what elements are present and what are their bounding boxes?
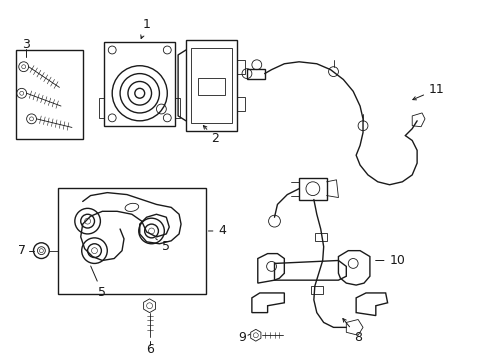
Bar [299, 178, 326, 199]
Bar [237, 60, 244, 73]
Bar [185, 40, 237, 131]
Text: 5: 5 [90, 266, 106, 300]
Text: 4: 4 [208, 225, 226, 238]
Text: 9: 9 [238, 331, 245, 344]
Text: 11: 11 [412, 83, 444, 100]
Bar [175, 98, 180, 118]
Text: 2: 2 [203, 126, 219, 145]
Text: 3: 3 [21, 37, 29, 51]
Text: 6: 6 [145, 342, 153, 356]
Bar [99, 98, 104, 118]
Bar [58, 188, 205, 294]
Bar [237, 97, 244, 111]
Text: 1: 1 [141, 18, 150, 39]
Text: 7: 7 [18, 244, 26, 257]
Bar [197, 77, 225, 95]
Bar [16, 50, 82, 139]
Bar [104, 42, 175, 126]
Text: 8: 8 [342, 319, 362, 344]
Text: 10: 10 [375, 254, 405, 267]
Bar [190, 48, 232, 123]
Bar [246, 69, 264, 78]
Text: 5: 5 [155, 239, 170, 253]
